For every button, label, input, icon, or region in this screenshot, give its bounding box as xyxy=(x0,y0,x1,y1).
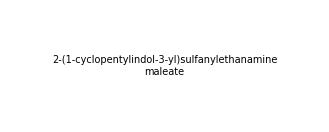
Text: 2-(1-cyclopentylindol-3-yl)sulfanylethanamine
maleate: 2-(1-cyclopentylindol-3-yl)sulfanylethan… xyxy=(52,55,277,77)
